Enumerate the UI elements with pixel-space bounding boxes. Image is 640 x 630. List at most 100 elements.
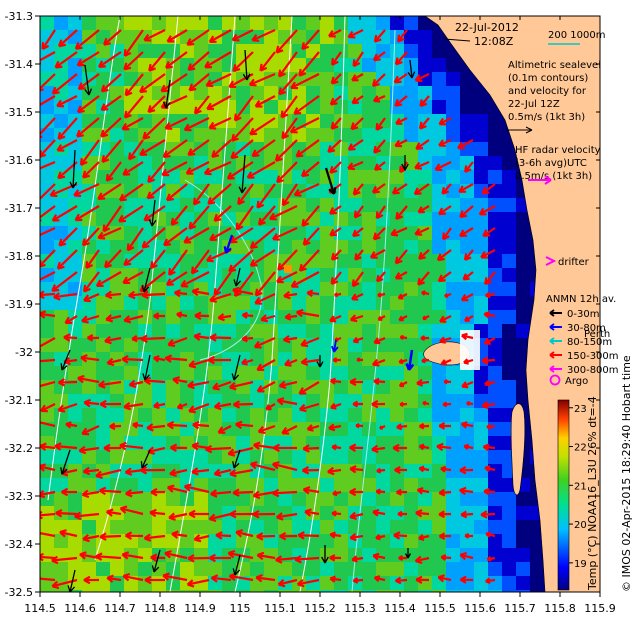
sst-cell [124,296,139,311]
sst-cell [376,492,391,507]
sst-cell [166,44,181,59]
sst-cell [152,310,167,325]
sst-cell [362,156,377,171]
velocity-arrow [95,552,122,561]
velocity-arrow [459,205,474,219]
sst-cell [180,450,195,465]
velocity-arrow [275,555,298,564]
sst-cell [432,296,447,311]
sst-cell [68,478,83,493]
sst-cell [362,240,377,255]
velocity-arrow [164,117,188,130]
sst-cell [124,478,139,493]
velocity-arrow [51,73,78,95]
velocity-arrow [241,311,254,319]
velocity-arrow [371,73,386,87]
velocity-arrow [153,355,166,363]
velocity-arrow [352,51,364,68]
velocity-arrow [330,271,342,286]
sst-cell [208,590,223,592]
sst-cell [418,296,433,311]
velocity-arrow [194,311,210,321]
velocity-arrow [418,465,430,473]
velocity-arrow [193,332,210,341]
colorbar-label: Temp (°C) NOAA16_L3U 26% dt=-4 [586,396,599,591]
sst-cell [516,492,531,507]
velocity-arrow [290,271,320,288]
contour-line [299,16,346,592]
velocity-arrow [485,577,496,585]
sst-cell [320,366,335,381]
velocity-arrow [300,336,320,348]
velocity-arrow [82,161,100,179]
velocity-arrow [281,117,298,140]
velocity-arrow [228,249,254,273]
velocity-arrow [373,29,386,43]
sst-cell [432,72,447,87]
lon-tick-label: 114.9 [184,602,216,615]
velocity-arrow [293,182,320,197]
sst-cell [418,16,433,31]
sst-cell [516,254,531,269]
sst-cell [488,520,503,535]
sst-cell [124,338,139,353]
sst-cell [138,506,153,521]
velocity-arrow [415,139,430,150]
velocity-arrow [162,139,188,158]
velocity-arrow [417,205,430,214]
sst-cell [404,478,419,493]
velocity-arrow [176,311,188,319]
sst-cell [362,366,377,381]
sst-cell [502,324,517,339]
velocity-arrow [274,139,298,162]
sst-cell [124,366,139,381]
sst-cell [68,226,83,241]
sst-cell [362,520,377,535]
lon-tick-label: 114.8 [144,602,176,615]
velocity-arrow [205,444,232,454]
sst-cell [292,16,307,31]
velocity-arrow [404,548,412,559]
sst-cell [334,324,349,339]
sst-cell [432,380,447,395]
sst-cell [152,520,167,535]
velocity-arrow [301,29,320,51]
sst-cell [502,170,517,185]
velocity-arrow [168,512,188,521]
altimetry-line: 22-Jul 12Z [508,99,560,110]
lon-tick-label: 114.5 [24,602,56,615]
velocity-arrow [40,95,56,107]
sst-cell [194,240,209,255]
sst-cell [334,506,349,521]
drifter-legend: drifter [545,256,590,268]
sst-cell [404,142,419,157]
sst-cell [138,254,153,269]
sst-cell [362,408,377,423]
velocity-arrow [77,374,100,384]
sst-cell [446,520,461,535]
velocity-arrow [188,358,210,369]
sst-cell [362,436,377,451]
sst-cell [180,240,195,255]
sst-cell [264,282,279,297]
sst-cell [54,198,69,213]
sst-cell [306,352,321,367]
sst-cell [54,310,69,325]
sst-cell [236,478,251,493]
sst-cell [278,450,293,465]
velocity-arrow [301,205,320,227]
anmn-legend: ANMN 12h av. 0-30m 30-80m 80-150m 150-300m 3… [546,294,619,376]
velocity-arrow [118,205,144,223]
velocity-arrow [484,465,496,472]
sst-cell [474,156,489,171]
velocity-arrow [207,355,232,365]
sst-cell [362,534,377,549]
sst-cell [306,366,321,381]
velocity-arrow [121,117,144,131]
velocity-arrow [229,509,254,519]
sst-cell [180,338,195,353]
velocity-arrow [301,161,320,178]
velocity-arrow [40,574,56,582]
velocity-arrow [331,51,342,66]
velocity-arrow [56,95,78,108]
